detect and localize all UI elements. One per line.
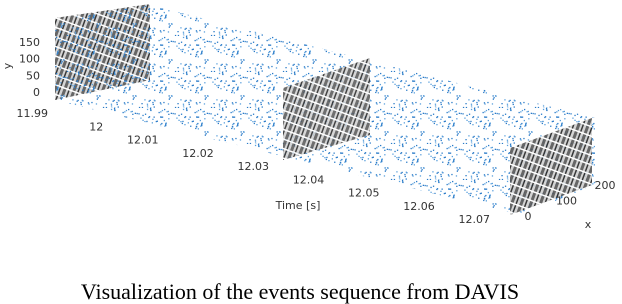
frame-middle <box>283 58 370 160</box>
time-tick-label: 12.05 <box>348 187 380 200</box>
time-tick-label: 12.01 <box>127 134 159 147</box>
caption: Visualization of the events sequence fro… <box>81 279 519 304</box>
x-axis-label: x <box>585 218 592 231</box>
y-tick-label: 0 <box>33 86 40 99</box>
y-axis-label: y <box>1 62 14 69</box>
axes: y Time [s] x 0 50 100 150 11.99 12 12.01 12.02 1… <box>1 36 616 231</box>
time-tick-label: 11.99 <box>17 107 49 120</box>
time-tick-label: 12.03 <box>238 160 270 173</box>
y-tick-label: 100 <box>19 53 40 66</box>
time-tick-label: 12.04 <box>293 173 325 186</box>
x-tick-label: 0 <box>525 210 532 223</box>
time-tick-label: 12.02 <box>182 147 214 160</box>
y-tick-label: 150 <box>19 36 40 49</box>
time-tick-label: 12.07 <box>459 213 491 226</box>
time-tick-label: 12.06 <box>403 200 435 213</box>
x-tick-label: 200 <box>595 179 616 192</box>
time-tick-label: 12 <box>89 120 103 133</box>
plot-3d <box>55 4 595 215</box>
x-tick-label: 100 <box>556 195 577 208</box>
y-tick-label: 50 <box>26 69 40 82</box>
frame-right <box>510 118 592 215</box>
time-axis-label: Time [s] <box>275 199 321 212</box>
